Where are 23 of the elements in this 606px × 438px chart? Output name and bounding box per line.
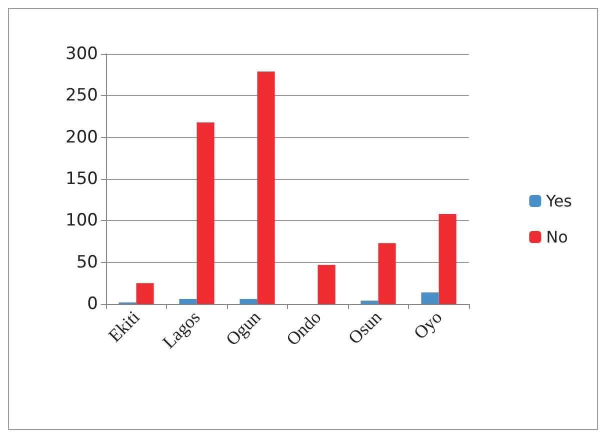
bar bbox=[136, 283, 154, 304]
bar bbox=[257, 72, 275, 304]
y-tick-label: 250 bbox=[66, 86, 98, 106]
bar bbox=[318, 264, 336, 304]
y-tick-label: 100 bbox=[66, 210, 98, 231]
x-tick-label: Osun bbox=[344, 306, 386, 348]
bar bbox=[196, 122, 214, 304]
y-tick-label: 200 bbox=[66, 127, 98, 148]
bar bbox=[179, 299, 197, 304]
bar bbox=[240, 299, 258, 304]
x-tick-label: Ondo bbox=[282, 306, 325, 350]
bar bbox=[438, 214, 456, 304]
y-tick-label: 50 bbox=[76, 252, 98, 272]
x-tick-label: Oyo bbox=[410, 306, 446, 343]
y-tick-label: 0 bbox=[87, 294, 98, 314]
legend-label: No bbox=[546, 228, 568, 246]
bar bbox=[378, 243, 396, 304]
bar bbox=[421, 292, 439, 304]
y-tick-label: 300 bbox=[66, 44, 98, 64]
bar bbox=[360, 300, 378, 304]
x-tick-label: Ogun bbox=[222, 306, 264, 350]
y-tick-label: 150 bbox=[66, 169, 98, 189]
legend-label: Yes bbox=[545, 192, 572, 210]
